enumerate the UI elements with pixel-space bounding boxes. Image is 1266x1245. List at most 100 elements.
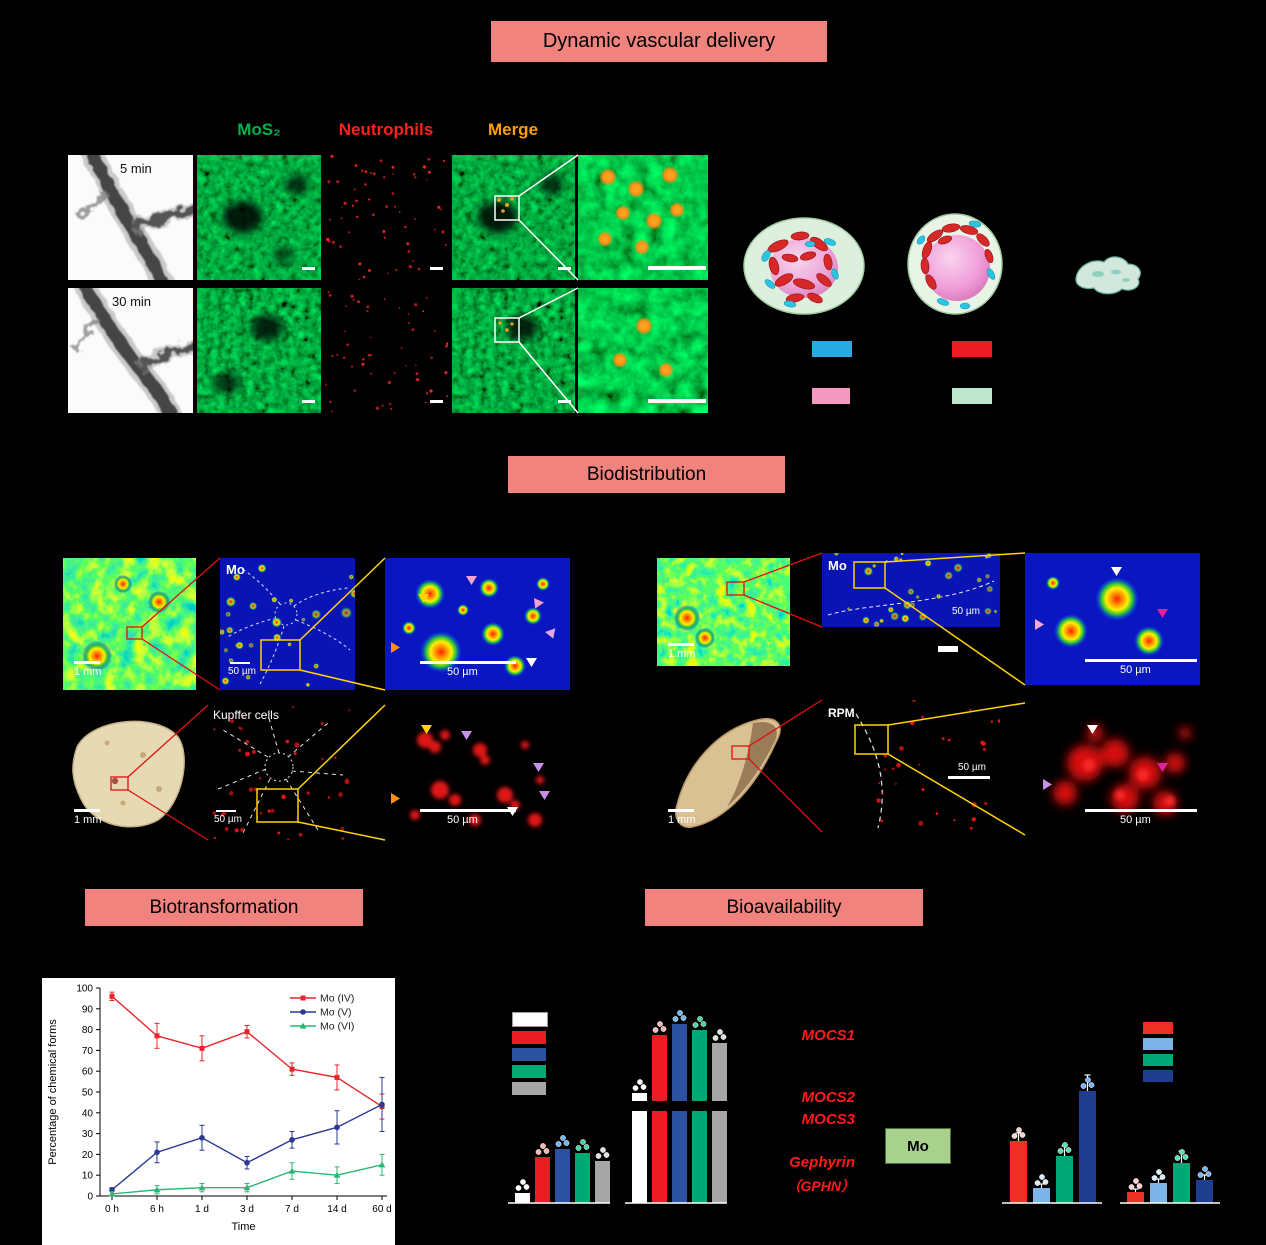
speck — [361, 362, 365, 366]
speck — [944, 571, 954, 581]
dark-sinusoid-holes — [506, 315, 538, 341]
cell-3d-render-left — [743, 217, 865, 315]
svg-text:14 d: 14 d — [327, 1204, 346, 1215]
svg-text:100: 100 — [76, 984, 93, 995]
svg-text:Time: Time — [231, 1221, 255, 1233]
speck — [358, 262, 362, 266]
scale-label: 50 µm — [1120, 664, 1151, 676]
speck — [387, 381, 391, 384]
speck — [406, 242, 410, 246]
arrowheads — [391, 576, 556, 667]
speck — [984, 802, 988, 805]
speck — [414, 303, 418, 307]
speck — [422, 165, 427, 169]
speck — [891, 767, 895, 771]
sampled-region-spot — [111, 777, 119, 785]
speck — [880, 819, 884, 823]
scalebar — [74, 661, 100, 664]
speck — [242, 716, 245, 719]
svg-text:80: 80 — [82, 1025, 94, 1036]
speck — [433, 228, 436, 231]
scale-label: 50 µm — [952, 606, 980, 617]
scale-label: 50 µm — [447, 814, 478, 826]
svg-text:Mo (VI): Mo (VI) — [320, 1021, 354, 1033]
channel-label-merge: Merge — [487, 120, 539, 139]
speck — [221, 676, 230, 686]
speck — [445, 344, 448, 348]
speck — [969, 826, 973, 830]
neutrophil-dots-zoom — [612, 317, 674, 378]
scalebar — [74, 809, 100, 812]
speck — [339, 245, 343, 249]
vessel-brightfield-30min — [68, 288, 193, 413]
section-title-biodistribution: Biodistribution — [508, 456, 785, 493]
speck — [885, 559, 889, 564]
speck — [232, 573, 241, 582]
speck — [212, 811, 217, 816]
speck — [370, 172, 372, 174]
legend-swatch — [512, 1065, 546, 1078]
speck — [415, 377, 419, 381]
speck — [362, 275, 366, 279]
speck — [327, 796, 331, 799]
speck — [277, 831, 281, 835]
speck — [224, 827, 229, 831]
scalebar — [558, 267, 571, 270]
legend-swatch — [512, 1031, 546, 1044]
speck — [257, 563, 267, 573]
spleen-mo-label: Mo — [828, 558, 847, 573]
speck — [833, 553, 839, 557]
neutrophil-channel-5min — [325, 155, 448, 280]
scale-label: 50 µm — [214, 814, 242, 825]
section-title-bioavailability: Bioavailability — [645, 889, 923, 926]
scale-label: 1 mm — [74, 666, 102, 678]
speck — [259, 812, 263, 815]
speck — [369, 354, 372, 357]
speck — [248, 787, 254, 792]
speck — [382, 229, 386, 234]
scalebar-thick — [938, 646, 958, 652]
neutrophil-dots-zoom — [597, 166, 685, 255]
speck — [383, 298, 386, 300]
speck — [325, 384, 327, 386]
speck — [909, 601, 916, 609]
speck — [426, 178, 428, 180]
merge-channel-30min — [452, 288, 575, 413]
speck — [306, 791, 311, 795]
gene-label-mocs1: MOCS1 — [801, 1027, 855, 1044]
speck — [245, 751, 250, 757]
svg-text:6 h: 6 h — [150, 1204, 164, 1215]
speck — [366, 305, 370, 309]
mo-element-box: Mo — [885, 1128, 951, 1164]
speck — [327, 180, 331, 184]
speck — [437, 205, 441, 209]
scalebar — [1085, 809, 1197, 812]
speck — [285, 739, 290, 744]
speck — [351, 204, 354, 207]
speck — [230, 719, 234, 724]
kupffer-zoom-fluorescence — [385, 705, 570, 840]
scalebar — [430, 267, 443, 270]
speck — [439, 208, 442, 211]
speck — [924, 559, 932, 567]
speck — [909, 720, 915, 725]
channel-label-mos2: MoS₂ — [237, 120, 281, 139]
speck — [398, 211, 401, 213]
svg-text:Mo (IV): Mo (IV) — [320, 993, 354, 1005]
gene-label-mocs3: MOCS3 — [801, 1111, 855, 1128]
speck — [371, 213, 375, 217]
speck — [372, 172, 376, 176]
speck — [353, 389, 356, 392]
speck — [876, 798, 881, 803]
svg-text:7 d: 7 d — [285, 1204, 299, 1215]
svg-text:0 h: 0 h — [105, 1204, 119, 1215]
speck — [388, 402, 392, 406]
speck — [385, 205, 388, 208]
svg-text:1 d: 1 d — [195, 1204, 209, 1215]
speck — [425, 297, 428, 299]
speck — [407, 313, 410, 315]
scale-label: 1 mm — [668, 814, 696, 826]
speck — [346, 343, 349, 347]
speck — [328, 293, 332, 297]
